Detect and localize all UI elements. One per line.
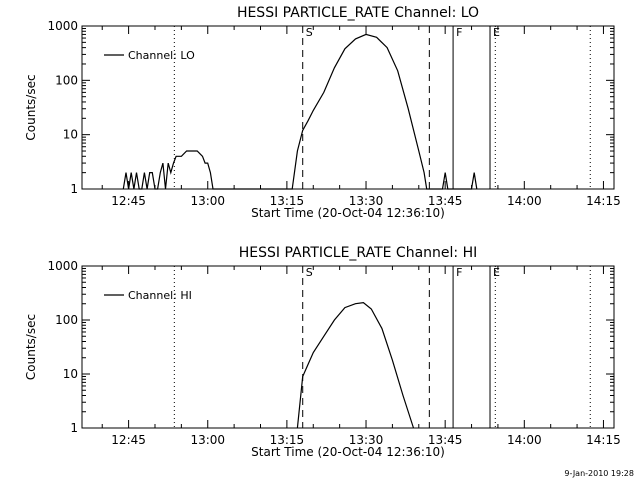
x-tick-label: 14:15 xyxy=(586,433,621,447)
event-marker-label: E xyxy=(493,266,500,279)
y-axis-label: Counts/sec xyxy=(24,74,38,140)
x-tick-label: 14:15 xyxy=(586,194,621,208)
x-tick-label: 14:00 xyxy=(507,194,542,208)
plot-frame xyxy=(81,265,615,429)
x-tick-label: 13:30 xyxy=(349,194,384,208)
chart-title: HESSI PARTICLE_RATE Channel: HI xyxy=(239,245,477,261)
y-tick-label: 100 xyxy=(55,313,78,327)
chart-title: HESSI PARTICLE_RATE Channel: LO xyxy=(237,5,479,21)
y-tick-label: 1000 xyxy=(47,19,78,33)
y-axis-label: Counts/sec xyxy=(24,314,38,380)
x-tick-label: 13:00 xyxy=(190,433,225,447)
panel-hi: HESSI PARTICLE_RATE Channel: HI 1 10 100 100… xyxy=(24,245,621,459)
event-marker-label: S xyxy=(306,266,313,279)
y-tick-label: 1 xyxy=(70,182,78,196)
x-tick-label: 12:45 xyxy=(111,194,146,208)
legend-label: Channel: LO xyxy=(128,49,195,62)
x-tick-label: 13:30 xyxy=(349,433,384,447)
event-marker-label: F xyxy=(456,266,462,279)
event-marker-label: S xyxy=(306,26,313,39)
y-tick-label: 100 xyxy=(55,73,78,87)
y-tick-label: 1 xyxy=(70,421,78,435)
x-tick-label: 14:00 xyxy=(507,433,542,447)
panel-lo: HESSI PARTICLE_RATE Channel: LO 1 10 100 100… xyxy=(24,5,621,220)
date-stamp: 9-Jan-2010 19:28 xyxy=(564,469,634,478)
series-line xyxy=(122,33,478,190)
x-tick-label: 13:00 xyxy=(190,194,225,208)
x-tick-label: 13:15 xyxy=(270,433,305,447)
x-tick-label: 13:45 xyxy=(428,194,463,208)
legend-label: Channel: HI xyxy=(128,289,192,302)
x-tick-label: 12:45 xyxy=(111,433,146,447)
y-tick-label: 10 xyxy=(63,367,78,381)
y-tick-label: 1000 xyxy=(47,259,78,273)
x-tick-label: 13:45 xyxy=(428,433,463,447)
event-marker-label: E xyxy=(493,26,500,39)
series-line xyxy=(296,301,415,429)
y-tick-label: 10 xyxy=(63,128,78,142)
event-marker-label: F xyxy=(456,26,462,39)
x-tick-label: 13:15 xyxy=(270,194,305,208)
x-axis-label: Start Time (20-Oct-04 12:36:10) xyxy=(251,206,445,220)
x-axis-label: Start Time (20-Oct-04 12:36:10) xyxy=(251,445,445,459)
plot-frame xyxy=(81,25,615,190)
